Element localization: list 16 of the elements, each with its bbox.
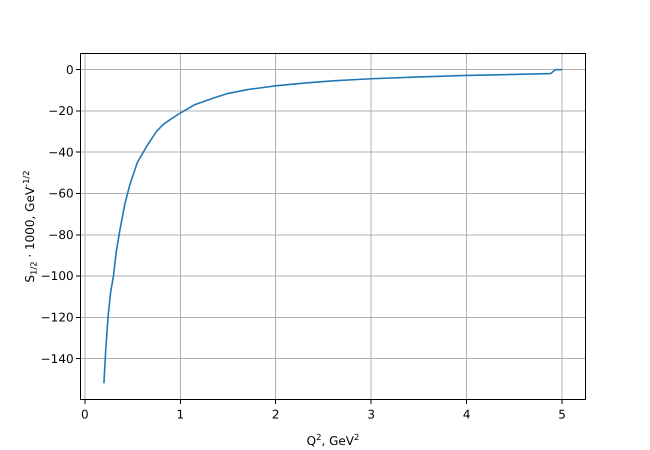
- y-tick-label: −80: [48, 228, 74, 242]
- y-tick-label: −20: [48, 104, 74, 118]
- x-tick-label: 1: [176, 407, 184, 422]
- y-tick-label: −60: [48, 186, 74, 201]
- y-tick-label: −100: [40, 269, 74, 284]
- x-axis-title: Q$^{2}$, GeV$^{2}$: [306, 432, 360, 448]
- y-tick-label: 0: [66, 62, 74, 77]
- y-tick-label: −140: [40, 352, 74, 366]
- x-tick-label: 5: [558, 407, 566, 422]
- x-tick-label: 2: [272, 407, 280, 422]
- x-tick-label: 3: [367, 407, 375, 422]
- y-tick-label: −120: [40, 310, 74, 324]
- x-tick-label: 4: [462, 407, 470, 422]
- line-series: [103, 68, 563, 384]
- y-tick-label: −40: [48, 145, 74, 160]
- x-tick-label: 0: [81, 407, 89, 422]
